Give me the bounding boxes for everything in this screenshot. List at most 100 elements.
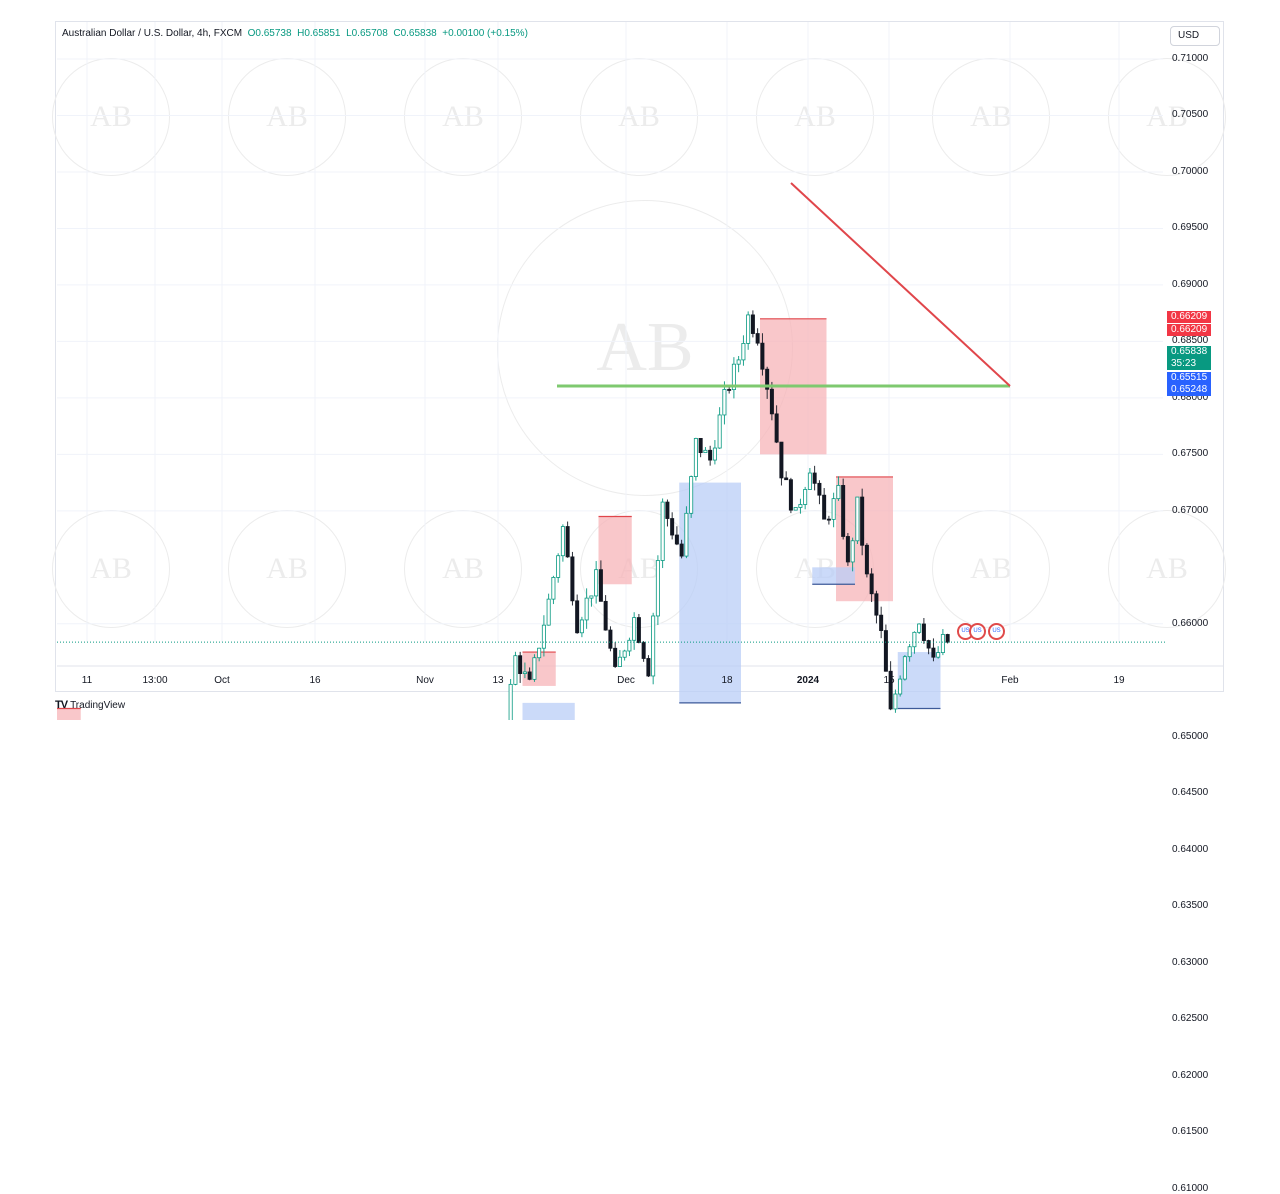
candle-body bbox=[746, 314, 751, 344]
candle-body bbox=[655, 560, 660, 617]
candle-body bbox=[698, 438, 703, 454]
candle-body bbox=[717, 414, 722, 449]
candle-body bbox=[826, 518, 831, 521]
candle-body bbox=[727, 389, 732, 391]
supply-zone bbox=[598, 516, 632, 585]
candle-body bbox=[874, 593, 879, 616]
candle-body bbox=[898, 678, 903, 695]
watermark-logo: AB bbox=[52, 58, 170, 176]
support-tag-low: 0.65248 bbox=[1167, 384, 1211, 396]
candle-body bbox=[879, 614, 884, 631]
brand-name: TradingView bbox=[70, 700, 126, 711]
y-tick-label: 0.61000 bbox=[1172, 1182, 1209, 1194]
demand-zone bbox=[522, 702, 575, 720]
candle-body bbox=[532, 657, 537, 680]
x-tick-label: 11 bbox=[81, 675, 93, 686]
watermark-logo: AB bbox=[1108, 510, 1226, 628]
candle-body bbox=[921, 623, 926, 641]
candle-body bbox=[684, 512, 689, 557]
candle-body bbox=[760, 342, 765, 370]
candle-body bbox=[693, 438, 698, 477]
y-tick-label: 0.68000 bbox=[1172, 391, 1209, 403]
y-tick-label: 0.66000 bbox=[1172, 617, 1209, 629]
us-flag-icon[interactable]: US bbox=[988, 623, 1005, 640]
candle-body bbox=[513, 655, 518, 685]
price-chart[interactable] bbox=[0, 0, 1280, 720]
grid-lines bbox=[57, 22, 1223, 667]
ohlc-open: O0.65738 bbox=[247, 28, 292, 39]
watermark-logo: AB bbox=[1108, 58, 1226, 176]
candle-body bbox=[703, 449, 708, 454]
candle-body bbox=[731, 363, 736, 391]
candle-body bbox=[788, 479, 793, 511]
candle-body bbox=[850, 540, 855, 563]
support-tag-top: 0.65515 bbox=[1167, 372, 1211, 384]
candle-body bbox=[917, 623, 922, 633]
chart-frame bbox=[55, 21, 1224, 692]
watermark-logo: AB bbox=[756, 58, 874, 176]
candle-body bbox=[556, 555, 561, 578]
candle-body bbox=[622, 650, 627, 658]
candle-body bbox=[926, 640, 931, 649]
y-tick-label: 0.69500 bbox=[1172, 222, 1209, 234]
candle-body bbox=[627, 639, 632, 652]
demand-zone bbox=[679, 482, 741, 703]
candle-body bbox=[798, 504, 803, 508]
candle-body bbox=[575, 600, 580, 634]
candle-body bbox=[632, 617, 637, 641]
candle-body bbox=[584, 597, 589, 621]
candle-body bbox=[893, 693, 898, 710]
candle-body bbox=[741, 343, 746, 361]
x-tick-label: Oct bbox=[214, 675, 230, 686]
candle-body bbox=[651, 615, 656, 677]
supply-zone bbox=[57, 708, 81, 720]
x-tick-label: 18 bbox=[721, 675, 733, 686]
y-tick-label: 0.65000 bbox=[1172, 730, 1209, 742]
y-tick-label: 0.63000 bbox=[1172, 956, 1209, 968]
candle-body bbox=[527, 671, 532, 680]
candle-body bbox=[812, 472, 817, 484]
y-tick-label: 0.70000 bbox=[1172, 165, 1209, 177]
candle-body bbox=[608, 629, 613, 649]
x-tick-label: 13 bbox=[492, 675, 504, 686]
candle-body bbox=[674, 534, 679, 545]
candle-body bbox=[689, 476, 694, 514]
candle-body bbox=[793, 507, 798, 511]
candle-body bbox=[765, 368, 770, 390]
y-tick-label: 0.68500 bbox=[1172, 335, 1209, 347]
candle-body bbox=[860, 496, 865, 546]
candle-body bbox=[855, 496, 860, 542]
bar-countdown: 35:23 bbox=[1167, 358, 1211, 370]
candle-body bbox=[589, 595, 594, 599]
demand-zone bbox=[812, 567, 855, 585]
y-tick-label: 0.67500 bbox=[1172, 448, 1209, 460]
us-flag-icon[interactable]: US bbox=[969, 623, 986, 640]
candle-body bbox=[750, 314, 755, 334]
candle-body bbox=[603, 600, 608, 631]
last-price-tag: 0.65838 bbox=[1167, 346, 1211, 358]
symbol-name: Australian Dollar / U.S. Dollar, 4h, FXC… bbox=[62, 28, 243, 39]
tradingview-logo-icon: TV bbox=[55, 699, 68, 711]
y-tick-label: 0.61500 bbox=[1172, 1126, 1209, 1138]
x-tick-label: Feb bbox=[1001, 675, 1019, 686]
candle-body bbox=[817, 482, 822, 496]
tradingview-brand[interactable]: TV TradingView bbox=[55, 699, 125, 711]
candle-body bbox=[803, 489, 808, 505]
candle-body bbox=[836, 485, 841, 500]
candle-body bbox=[708, 449, 713, 461]
candle-body bbox=[774, 413, 779, 443]
x-tick-label: 13:00 bbox=[142, 675, 168, 686]
candle-body bbox=[883, 630, 888, 672]
candle-body bbox=[579, 619, 584, 634]
currency-button[interactable]: USD bbox=[1170, 26, 1220, 46]
candle-body bbox=[537, 647, 542, 659]
candle-body bbox=[864, 544, 869, 575]
y-tick-label: 0.63500 bbox=[1172, 900, 1209, 912]
candle-body bbox=[613, 647, 618, 667]
overlay-lines bbox=[57, 182, 1167, 643]
candle-body bbox=[646, 658, 651, 677]
y-tick-label: 0.70500 bbox=[1172, 109, 1209, 121]
candle-body bbox=[845, 536, 850, 563]
candle-body bbox=[936, 652, 941, 658]
ohlc-close: C0.65838 bbox=[393, 28, 437, 39]
